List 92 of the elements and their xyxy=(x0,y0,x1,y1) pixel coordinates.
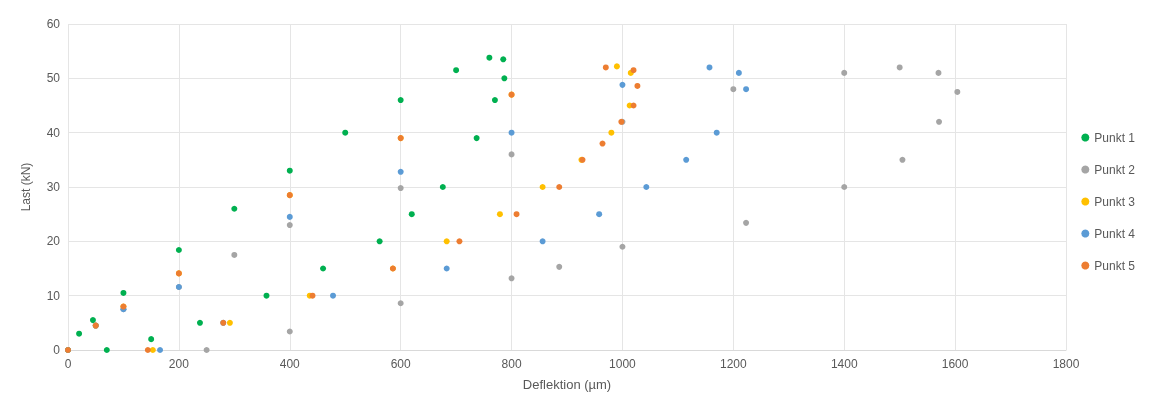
point xyxy=(508,151,515,158)
point xyxy=(231,251,238,258)
point xyxy=(120,289,127,296)
point xyxy=(408,211,415,218)
point xyxy=(103,347,110,353)
point xyxy=(596,211,603,218)
x-tick-label: 1000 xyxy=(609,357,637,371)
point xyxy=(76,330,83,337)
point xyxy=(613,63,620,70)
x-tick-label: 600 xyxy=(390,357,411,371)
point xyxy=(508,275,515,282)
x-tick-label: 1400 xyxy=(830,357,858,371)
x-tick-label: 1600 xyxy=(941,357,969,371)
x-tick-label: 1800 xyxy=(1052,357,1080,371)
point xyxy=(501,75,508,82)
x-tick-label: 0 xyxy=(64,357,72,371)
point xyxy=(683,156,690,163)
point xyxy=(144,347,151,353)
y-tick-label: 40 xyxy=(46,125,61,140)
point xyxy=(286,328,293,335)
legend-label: Punkt 4 xyxy=(1094,226,1136,241)
point xyxy=(496,211,503,218)
point xyxy=(602,64,609,71)
y-tick-label: 30 xyxy=(46,180,61,194)
point xyxy=(599,140,606,147)
point xyxy=(486,54,493,61)
point xyxy=(491,97,498,104)
point xyxy=(896,64,903,71)
point xyxy=(619,81,626,88)
point xyxy=(149,347,156,353)
point xyxy=(841,69,848,76)
x-axis-title: Deflektion (µm) xyxy=(522,377,612,392)
point xyxy=(556,263,563,270)
point xyxy=(539,184,546,190)
point xyxy=(397,185,404,192)
x-tick-label: 1200 xyxy=(719,357,747,371)
point xyxy=(619,243,626,250)
point xyxy=(157,347,164,353)
point xyxy=(439,184,446,190)
point xyxy=(148,336,155,343)
point xyxy=(634,82,641,89)
point xyxy=(320,265,327,272)
point xyxy=(397,168,404,175)
point xyxy=(342,129,349,136)
point xyxy=(706,64,713,71)
y-tick-label: 50 xyxy=(46,71,61,86)
point xyxy=(196,319,203,326)
point xyxy=(330,292,337,299)
point xyxy=(735,69,742,76)
point xyxy=(643,184,650,190)
y-tick-label: 20 xyxy=(46,234,61,249)
legend-label: Punkt 1 xyxy=(1094,130,1136,145)
point xyxy=(730,86,737,93)
x-tick-label: 200 xyxy=(168,357,190,371)
point xyxy=(936,118,943,125)
point xyxy=(473,135,480,142)
point xyxy=(89,317,96,324)
point xyxy=(286,222,293,229)
point xyxy=(443,238,450,245)
legend-label: Punkt 5 xyxy=(1094,258,1136,273)
point xyxy=(376,238,383,245)
point xyxy=(453,67,460,74)
point xyxy=(397,300,404,307)
point xyxy=(286,167,293,174)
point xyxy=(841,184,848,190)
point xyxy=(231,205,238,212)
point xyxy=(513,211,520,218)
point xyxy=(397,97,404,104)
point xyxy=(954,88,961,95)
point xyxy=(500,56,507,63)
x-tick-label: 800 xyxy=(501,357,522,371)
legend-label: Punkt 2 xyxy=(1094,162,1136,177)
point xyxy=(935,69,942,76)
point xyxy=(743,219,750,226)
point xyxy=(203,347,210,353)
point xyxy=(899,156,906,163)
point xyxy=(556,184,563,190)
point xyxy=(226,319,233,326)
point xyxy=(743,86,750,93)
point xyxy=(713,129,720,136)
legend-label: Punkt 3 xyxy=(1094,194,1136,209)
x-tick-label: 400 xyxy=(279,357,301,371)
y-tick-label: 60 xyxy=(46,17,61,31)
point xyxy=(456,238,463,245)
point xyxy=(539,238,546,245)
point xyxy=(175,247,182,254)
point xyxy=(630,102,637,109)
point xyxy=(608,129,615,136)
point xyxy=(286,213,293,220)
y-tick-label: 0 xyxy=(53,343,61,357)
y-axis-title: Last (kN) xyxy=(19,162,33,212)
y-tick-label: 10 xyxy=(46,288,61,303)
